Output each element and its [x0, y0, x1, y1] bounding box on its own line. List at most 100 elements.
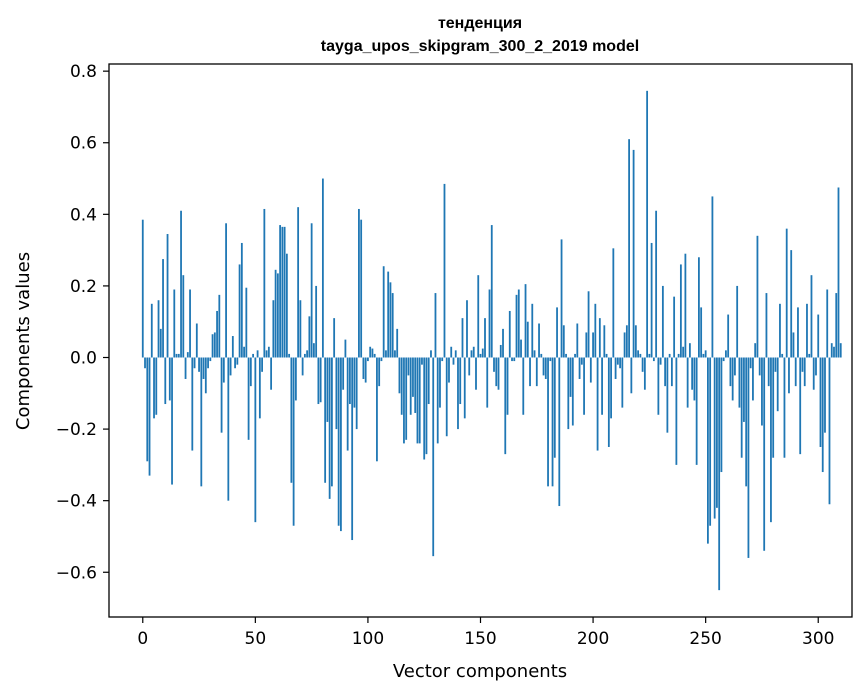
- bar-5: [153, 357, 155, 419]
- bar-247: [698, 257, 700, 358]
- bar-193: [576, 323, 579, 358]
- bar-220: [637, 350, 640, 358]
- bar-38: [227, 357, 230, 501]
- bar-163: [508, 310, 511, 358]
- bar-56: [267, 346, 270, 358]
- bar-72: [303, 353, 306, 358]
- bar-186: [560, 239, 563, 358]
- bar-86: [335, 357, 338, 430]
- bar-182: [551, 357, 554, 487]
- bar-153: [486, 357, 489, 408]
- bar-130: [434, 293, 437, 358]
- bar-55: [265, 350, 268, 358]
- bar-268: [745, 357, 748, 487]
- bar-19: [184, 357, 187, 379]
- bar-307: [833, 346, 835, 358]
- bar-107: [382, 266, 385, 358]
- bar-309: [837, 187, 840, 358]
- bar-64: [285, 253, 288, 358]
- bar-27: [202, 357, 205, 379]
- bar-9: [162, 259, 164, 358]
- bar-304: [826, 289, 829, 358]
- bar-67: [292, 357, 295, 526]
- bar-34: [218, 294, 221, 358]
- bar-120: [412, 357, 414, 397]
- bar-84: [331, 357, 333, 487]
- bar-2: [146, 357, 149, 462]
- bar-100: [367, 357, 369, 362]
- bar-131: [436, 357, 439, 444]
- bar-166: [515, 294, 518, 358]
- bar-249: [702, 353, 705, 358]
- bar-158: [497, 357, 500, 390]
- bar-126: [425, 357, 428, 455]
- bar-213: [621, 357, 624, 408]
- bar-302: [821, 357, 824, 473]
- bar-185: [558, 357, 561, 507]
- bar-101: [369, 346, 372, 358]
- bar-262: [731, 357, 734, 401]
- bar-138: [452, 357, 455, 365]
- bar-49: [252, 353, 254, 358]
- bar-237: [675, 357, 678, 465]
- bar-279: [770, 357, 772, 523]
- bar-137: [450, 346, 453, 358]
- bar-95: [355, 357, 358, 430]
- y-axis-ticks: −0.6 −0.4 −0.2 0.0 0.2 0.4 0.6 0.8: [56, 62, 109, 583]
- bar-20: [186, 352, 189, 358]
- bar-296: [808, 353, 811, 358]
- bar-21: [189, 289, 191, 358]
- bar-298: [812, 357, 815, 390]
- x-tick-label-50: 50: [245, 629, 267, 649]
- bar-280: [772, 357, 775, 458]
- bar-18: [182, 275, 185, 358]
- bar-132: [439, 357, 441, 408]
- bar-169: [522, 357, 525, 415]
- bar-85: [333, 318, 336, 358]
- bar-106: [380, 357, 383, 362]
- bar-50: [254, 357, 257, 523]
- bar-200: [592, 332, 594, 358]
- bar-139: [454, 350, 457, 358]
- bar-30: [209, 357, 212, 362]
- bar-283: [779, 303, 781, 358]
- bar-301: [819, 357, 822, 447]
- bar-24: [195, 323, 198, 358]
- bar-260: [727, 314, 730, 358]
- plot-frame: [108, 63, 853, 618]
- bar-306: [830, 343, 833, 358]
- bar-43: [238, 264, 241, 358]
- bar-65: [288, 353, 291, 358]
- bar-112: [394, 350, 396, 358]
- bar-1: [144, 357, 146, 369]
- y-tick-label-4: 0.2: [70, 277, 97, 297]
- bar-276: [763, 357, 766, 551]
- bar-251: [707, 357, 709, 544]
- bar-77: [315, 285, 318, 358]
- bar-152: [484, 318, 486, 358]
- bar-171: [526, 321, 529, 358]
- bar-119: [409, 357, 412, 415]
- bar-103: [373, 353, 376, 358]
- bar-189: [567, 357, 570, 430]
- bar-196: [583, 357, 585, 415]
- bar-179: [544, 357, 547, 379]
- bar-71: [301, 357, 304, 376]
- bar-184: [556, 307, 558, 358]
- bar-229: [657, 357, 660, 415]
- y-tick-label-7: 0.8: [70, 62, 97, 82]
- bar-297: [810, 275, 813, 358]
- y-tick-label-1: −0.4: [56, 492, 97, 512]
- bar-180: [547, 357, 549, 487]
- bar-199: [589, 357, 592, 383]
- bar-25: [198, 357, 200, 372]
- bar-155: [490, 225, 493, 358]
- chart-title-line1: тенденция: [438, 15, 522, 32]
- bar-102: [371, 348, 374, 358]
- bar-293: [801, 357, 804, 372]
- bar-81: [324, 357, 327, 483]
- bar-44: [240, 242, 243, 358]
- bar-53: [261, 357, 263, 372]
- bar-245: [693, 357, 696, 401]
- bar-310: [839, 343, 842, 358]
